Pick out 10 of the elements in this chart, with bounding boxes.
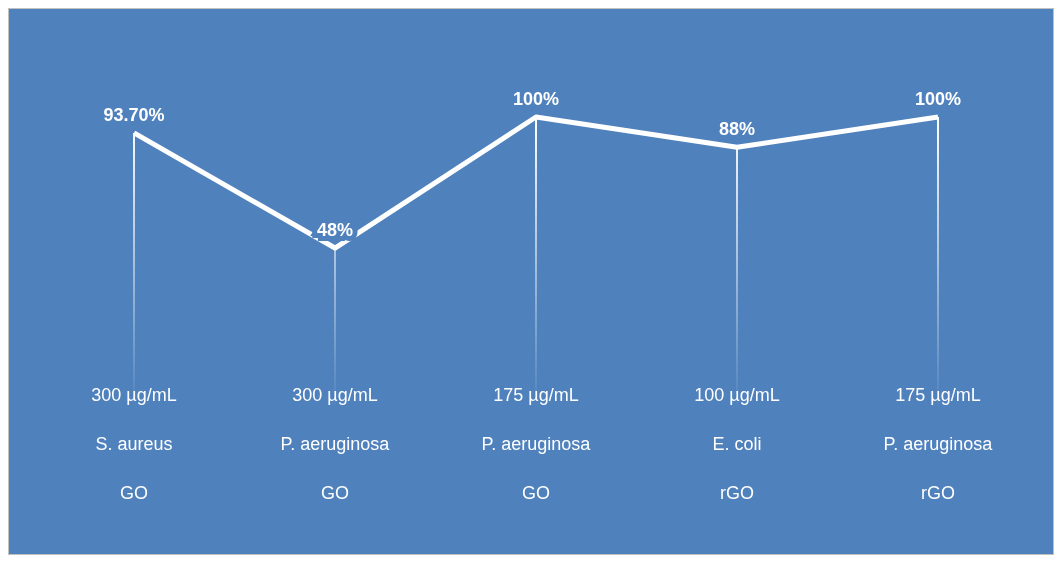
data-label: 100% — [512, 89, 560, 109]
category-label: 300 µg/mL S. aureus GO — [91, 385, 177, 503]
category-label: 300 µg/mL P. aeruginosa GO — [280, 385, 390, 503]
data-label: 48% — [316, 220, 354, 241]
data-label: 93.70% — [103, 104, 165, 125]
category-label: 175 µg/mL P. aeruginosa GO — [481, 385, 591, 503]
category-label: 175 µg/mL P. aeruginosa rGO — [883, 385, 993, 503]
category-label: 100 µg/mL E. coli rGO — [694, 385, 780, 503]
data-label: 100% — [914, 89, 962, 109]
data-label: 88% — [718, 119, 756, 140]
